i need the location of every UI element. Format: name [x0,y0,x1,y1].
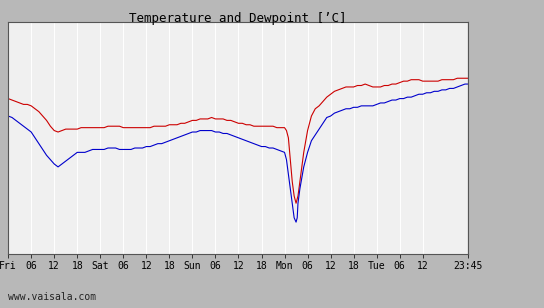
Text: www.vaisala.com: www.vaisala.com [8,292,96,302]
Text: Temperature and Dewpoint [’C]: Temperature and Dewpoint [’C] [129,12,347,25]
